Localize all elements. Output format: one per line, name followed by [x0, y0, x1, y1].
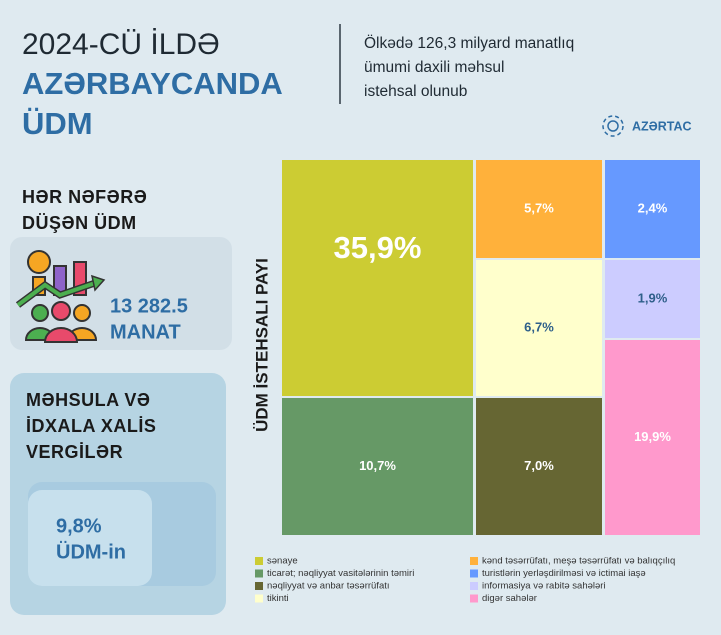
tax-value: 9,8% — [56, 515, 102, 537]
legend-label: turistlərin yerləşdirilməsi və ictimai i… — [482, 568, 646, 579]
treemap-tile — [605, 260, 700, 338]
panel-title-line: İDXALA XALİS — [26, 416, 156, 436]
tile-label: 1,9% — [638, 290, 668, 305]
tile-label: 19,9% — [634, 429, 671, 444]
logo-text: AZƏRTAC — [632, 119, 692, 133]
tax-unit: ÜDM-in — [56, 540, 126, 563]
title-line: 2024-CÜ İLDƏ — [22, 28, 220, 61]
title-line: AZƏRBAYCANDA — [22, 66, 283, 101]
legend-swatch — [255, 557, 263, 565]
legend-label: informasiya və rabitə sahələri — [482, 581, 606, 592]
panel-title-line: MƏHSULA VƏ — [26, 390, 150, 410]
panel-title-line: HƏR NƏFƏRƏ — [22, 187, 147, 207]
treemap-tile — [476, 260, 602, 396]
bar-fill — [28, 490, 152, 586]
legend-swatch — [470, 582, 478, 590]
legend-label: ticarət; nəqliyyat vasitələrinin təmiri — [267, 568, 414, 579]
tile-label: 2,4% — [638, 200, 668, 215]
legend-swatch — [255, 569, 263, 578]
legend-swatch — [470, 594, 478, 603]
treemap-tile — [605, 160, 700, 258]
tile-label: 5,7% — [524, 200, 554, 215]
legend-label: sənaye — [267, 556, 298, 567]
tile-label: 10,7% — [359, 458, 396, 473]
legend-label: digər sahələr — [482, 593, 537, 604]
subtitle-line: ümumi daxili məhsul — [364, 59, 504, 76]
treemap-tile — [476, 398, 602, 535]
panel-title-line: VERGİLƏR — [26, 442, 123, 462]
people-chart-icon — [15, 250, 106, 343]
per-capita-value: 13 282.5 — [110, 295, 188, 317]
legend-swatch — [470, 557, 478, 565]
subtitle-line: Ölkədə 126,3 milyard manatlıq — [364, 34, 574, 52]
logo-icon — [602, 115, 624, 137]
tile-label: 7,0% — [524, 458, 554, 473]
y-axis-label: ÜDM İSTEHSALI PAYI — [252, 258, 271, 432]
legend-swatch — [255, 594, 263, 603]
treemap-tile — [605, 340, 700, 535]
legend-label: nəqliyyat və anbar təsərrüfatı — [267, 581, 390, 592]
treemap-tile — [282, 160, 473, 396]
panel-title-line: DÜŞƏN ÜDM — [22, 213, 137, 233]
tile-label: 6,7% — [524, 319, 554, 334]
legend-label: kənd təsərrüfatı, meşə təsərrüfatı və ba… — [482, 556, 675, 567]
treemap-tile — [282, 398, 473, 535]
treemap-tile — [476, 160, 602, 258]
legend-label: tikinti — [267, 593, 289, 604]
legend-swatch — [470, 569, 478, 578]
tile-label: 35,9% — [334, 230, 422, 265]
per-capita-unit: MANAT — [110, 321, 181, 343]
subtitle-line: istehsal olunub — [364, 83, 467, 100]
title-line: ÜDM — [22, 106, 93, 141]
legend-swatch — [255, 582, 263, 590]
